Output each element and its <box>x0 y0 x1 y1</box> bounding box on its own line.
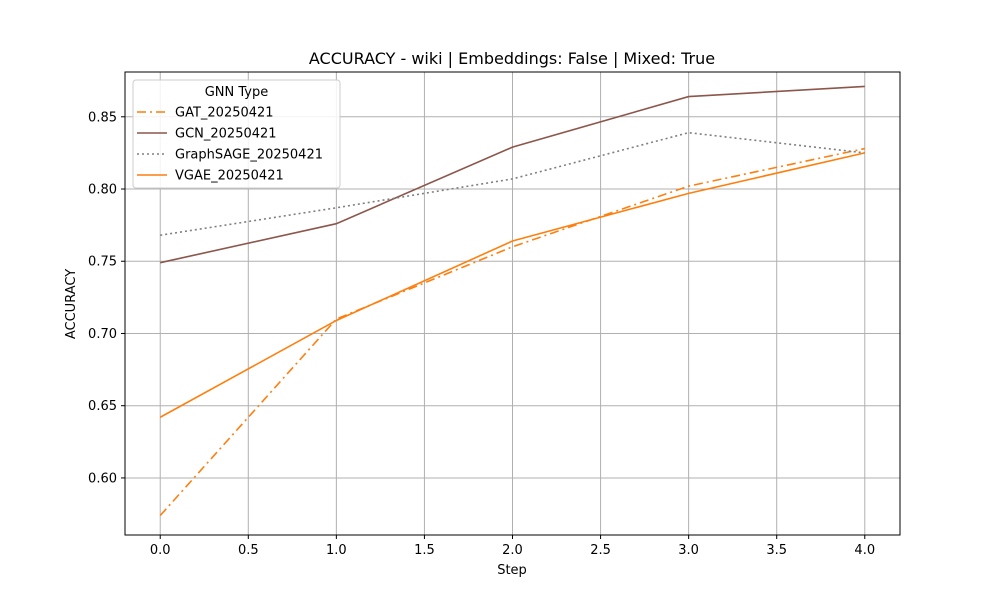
x-tick-label: 4.0 <box>854 543 875 558</box>
x-tick-label: 0.0 <box>150 543 171 558</box>
y-tick-label: 0.85 <box>88 110 117 125</box>
legend-entry: GCN_20250421 <box>175 127 277 142</box>
y-tick-label: 0.60 <box>88 471 117 486</box>
series-line-gat-20250421 <box>159 147 865 517</box>
legend: GNN Type GAT_20250421 GCN_20250421 GraphSAG… <box>132 79 341 189</box>
axis-ticks: 0.0 0.5 1.0 1.5 2.0 2.5 3.0 3.5 4.0 0.60 0.65 0.70 0… <box>88 110 875 558</box>
series-line-graphsage-20250421 <box>160 131 865 237</box>
x-tick-label: 2.0 <box>502 543 523 558</box>
legend-entry: GraphSAGE_20250421 <box>175 148 323 163</box>
y-tick-label: 0.65 <box>88 399 117 414</box>
x-tick-label: 2.5 <box>590 543 611 558</box>
legend-box <box>132 79 341 189</box>
grid-lines <box>125 72 900 535</box>
y-tick-label: 0.80 <box>88 183 117 198</box>
x-axis-label: Step <box>497 563 527 578</box>
y-axis-label: ACCURACY <box>64 269 79 339</box>
series-line-vgae-20250421 <box>159 152 865 418</box>
y-tick-label: 0.75 <box>88 255 117 270</box>
x-tick-label: 1.0 <box>326 543 347 558</box>
x-tick-label: 3.0 <box>678 543 699 558</box>
series-line-gcn-20250421 <box>160 85 865 264</box>
legend-entry: GAT_20250421 <box>175 106 274 121</box>
series-lines <box>159 85 865 517</box>
y-tick-label: 0.70 <box>88 327 117 342</box>
legend-title: GNN Type <box>205 85 269 100</box>
x-tick-label: 3.5 <box>766 543 787 558</box>
legend-entry: VGAE_20250421 <box>175 169 284 184</box>
x-tick-label: 1.5 <box>414 543 435 558</box>
x-tick-label: 0.5 <box>238 543 259 558</box>
chart-title: ACCURACY - wiki | Embeddings: False | Mi… <box>309 49 715 68</box>
